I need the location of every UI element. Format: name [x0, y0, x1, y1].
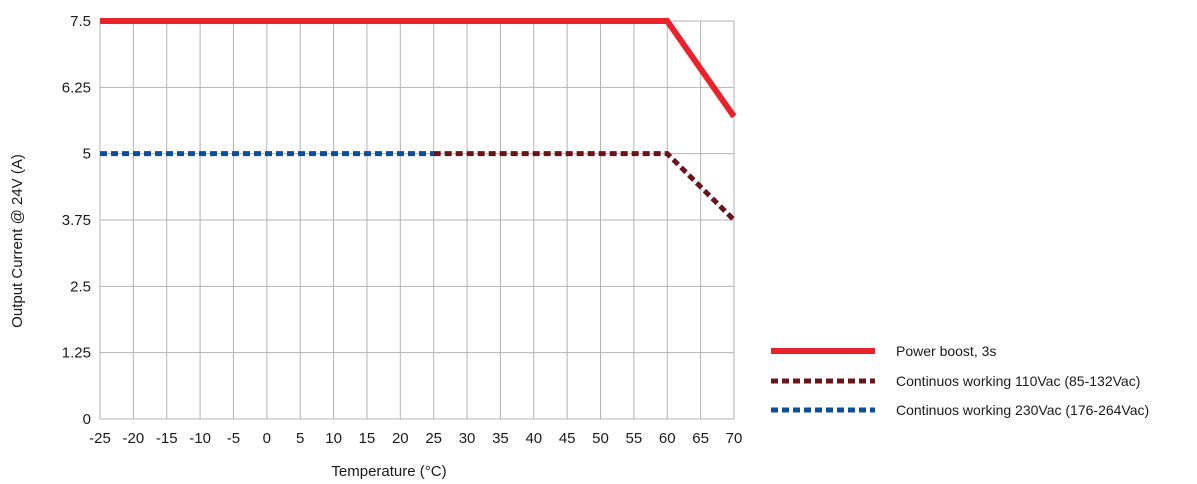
x-tick-label: 65 [692, 430, 709, 447]
x-tick-label: 20 [392, 430, 409, 447]
y-tick-label: 0 [83, 411, 91, 428]
x-tick-label: 10 [325, 430, 342, 447]
series-line-0 [100, 18, 737, 119]
y-axis-label: Output Current @ 24V (A) [9, 154, 26, 328]
y-tick-label: 7.5 [70, 13, 91, 30]
x-tick-label: 0 [263, 430, 271, 447]
x-tick-label: 55 [626, 430, 643, 447]
x-tick-label: 15 [359, 430, 376, 447]
x-tick-label: -25 [89, 430, 111, 447]
x-tick-label: 40 [525, 430, 542, 447]
legend-label-2: Continuos working 230Vac (176-264Vac) [896, 402, 1149, 418]
x-tick-label: 70 [726, 430, 743, 447]
legend-label-0: Power boost, 3s [896, 343, 996, 359]
y-axis-ticks: 0 1.25 2.5 3.75 5 6.25 7.5 [62, 13, 91, 428]
x-tick-label: -20 [123, 430, 145, 447]
x-axis-ticks: -25 -20 -15 -10 -5 0 5 10 15 20 25 30 35 40 45 50 55 60 65… [89, 430, 742, 447]
x-tick-label: 50 [592, 430, 609, 447]
y-tick-label: 6.25 [62, 79, 91, 96]
x-tick-label: 45 [559, 430, 576, 447]
x-tick-label: -15 [156, 430, 178, 447]
y-tick-label: 2.5 [70, 278, 91, 295]
grid [99, 20, 735, 420]
legend: Power boost, 3s Continuos working 110Vac … [771, 343, 1149, 418]
x-axis-label: Temperature (°C) [331, 463, 446, 480]
x-tick-label: 25 [425, 430, 442, 447]
legend-label-1: Continuos working 110Vac (85-132Vac) [896, 373, 1140, 389]
y-tick-label: 1.25 [62, 345, 91, 362]
y-tick-label: 3.75 [62, 212, 91, 229]
series-line-1 [433, 151, 736, 222]
x-tick-label: 30 [459, 430, 476, 447]
x-tick-label: -5 [227, 430, 240, 447]
x-tick-label: 5 [296, 430, 304, 447]
y-tick-label: 5 [83, 146, 91, 163]
x-tick-label: 35 [492, 430, 509, 447]
x-tick-label: 60 [659, 430, 676, 447]
series-lines [100, 18, 737, 222]
x-tick-label: -10 [189, 430, 211, 447]
